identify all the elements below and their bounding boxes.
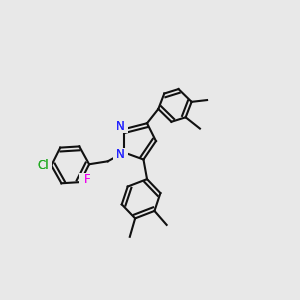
Text: N: N [116, 120, 125, 133]
Text: N: N [116, 148, 125, 161]
Text: F: F [84, 172, 91, 186]
FancyBboxPatch shape [34, 159, 52, 172]
Text: F: F [84, 172, 91, 186]
Text: Cl: Cl [37, 159, 49, 172]
FancyBboxPatch shape [113, 120, 128, 134]
Text: Cl: Cl [37, 159, 49, 172]
FancyBboxPatch shape [79, 172, 97, 186]
Text: N: N [116, 148, 125, 161]
FancyBboxPatch shape [113, 148, 128, 161]
Text: N: N [116, 120, 125, 133]
